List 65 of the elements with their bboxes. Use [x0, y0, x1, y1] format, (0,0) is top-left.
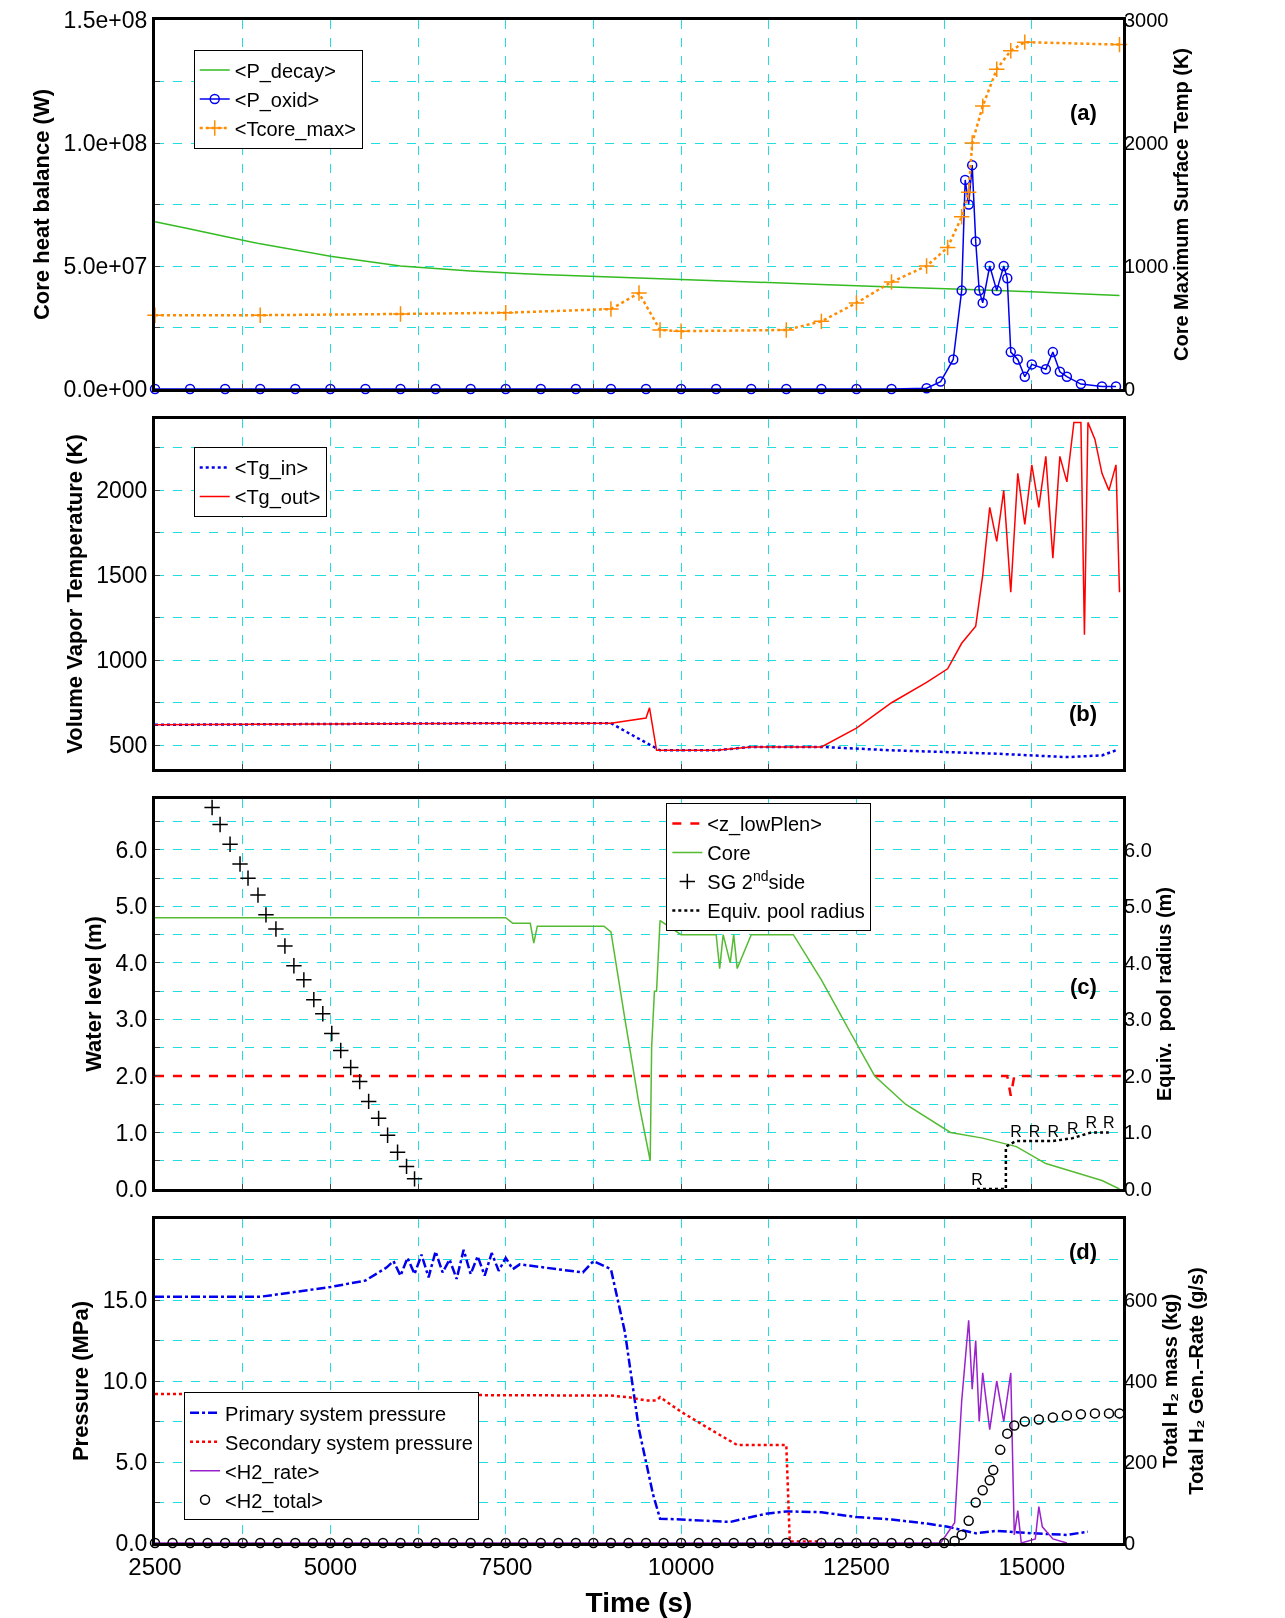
y2-tick-label: 3.0 — [1124, 1008, 1152, 1031]
legend-label: <z_lowPlen> — [707, 813, 822, 837]
legend-label: Core — [707, 842, 751, 865]
legend-label: <H2_rate> — [225, 1460, 320, 1484]
y-axis-title: Volume Vapor Temperature (K) — [62, 434, 88, 754]
annotation: (c) — [1070, 974, 1097, 999]
data-label: R — [1010, 1122, 1022, 1140]
data-label: R — [971, 1171, 983, 1188]
legend-label: SG 2$^{nd}$side — [707, 867, 806, 894]
y-tick-label: 1500 — [96, 562, 148, 589]
y2-tick-label: 400 — [1124, 1370, 1158, 1392]
y-tick-label: 15.0 — [102, 1287, 148, 1314]
y-tick-label: 500 — [109, 732, 148, 759]
legend-label: <Tg_out> — [234, 486, 321, 510]
legend-label: Secondary system pressure — [225, 1431, 473, 1454]
y-tick-label: 0.0 — [115, 1176, 148, 1203]
data-label: R — [1085, 1114, 1098, 1132]
y2-axis-title: Equiv. pool radius (m) — [1153, 886, 1176, 1102]
y-tick-label: 5.0 — [115, 893, 148, 920]
legend-label: <Tg_in> — [234, 457, 309, 481]
y2-tick-label: 2.0 — [1124, 1064, 1152, 1087]
y-tick-label: 1.0 — [115, 1119, 148, 1146]
x-tick-label: 7500 — [479, 1552, 533, 1580]
legend-label: Primary system pressure — [225, 1402, 447, 1425]
data-label: R — [1028, 1122, 1041, 1140]
y-tick-label: 10.0 — [102, 1368, 148, 1395]
annotation: (d) — [1069, 1239, 1098, 1264]
y2-axis-title: Total H₂ mass (kg) Total H₂ Gen.–Rate (g/s) — [1158, 1267, 1207, 1495]
data-label: R — [1103, 1114, 1115, 1132]
x-axis-title: Time (s) — [585, 1587, 693, 1618]
y2-tick-label: 4.0 — [1124, 951, 1152, 974]
x-tick-label: 15000 — [998, 1552, 1066, 1580]
legend-label: <H2_total> — [225, 1489, 323, 1513]
y-tick-label: 1000 — [96, 647, 148, 674]
y2-tick-label: 600 — [1124, 1289, 1158, 1311]
legend-label: <Tcore_max> — [234, 117, 356, 141]
y2-tick-label: 200 — [1124, 1451, 1158, 1473]
y2-tick-label: 2000 — [1124, 132, 1169, 154]
y-axis-title: Water level (m) — [81, 916, 107, 1072]
y2-axis-title: Core Maximum Surface Temp (K) — [1170, 47, 1192, 362]
y-tick-label: 1.0e+08 — [63, 130, 148, 157]
y-tick-label: 3.0 — [115, 1006, 148, 1033]
legend-label: <P_oxid> — [234, 88, 320, 112]
legend-label: Equiv. pool radius — [707, 900, 865, 923]
y-tick-label: 6.0 — [115, 836, 148, 863]
x-tick-label: 10000 — [647, 1552, 715, 1580]
y-tick-label: 5.0e+07 — [63, 253, 148, 280]
y-tick-label: 0.0e+00 — [63, 376, 148, 403]
legend-label: <P_decay> — [234, 59, 336, 83]
y2-tick-label: 1.0 — [1124, 1121, 1152, 1144]
y-tick-label: 1.5e+08 — [63, 7, 148, 34]
x-tick-label: 12500 — [823, 1552, 890, 1580]
y-tick-label: 4.0 — [115, 949, 148, 976]
x-tick-label: 5000 — [303, 1552, 358, 1580]
annotation: (b) — [1069, 701, 1098, 726]
data-label: R — [1067, 1120, 1079, 1138]
data-label: R — [1047, 1122, 1059, 1140]
y-tick-label: 5.0 — [115, 1449, 148, 1476]
y-axis-title: Core heat balance (W) — [29, 88, 55, 321]
y2-tick-label: 1000 — [1124, 255, 1169, 277]
y-axis-title: Pressure (MPa) — [68, 1300, 94, 1462]
y-tick-label: 2.0 — [115, 1063, 148, 1090]
y-tick-label: 2000 — [96, 477, 148, 504]
y2-tick-label: 5.0 — [1124, 895, 1152, 918]
annotation: (a) — [1070, 100, 1097, 125]
